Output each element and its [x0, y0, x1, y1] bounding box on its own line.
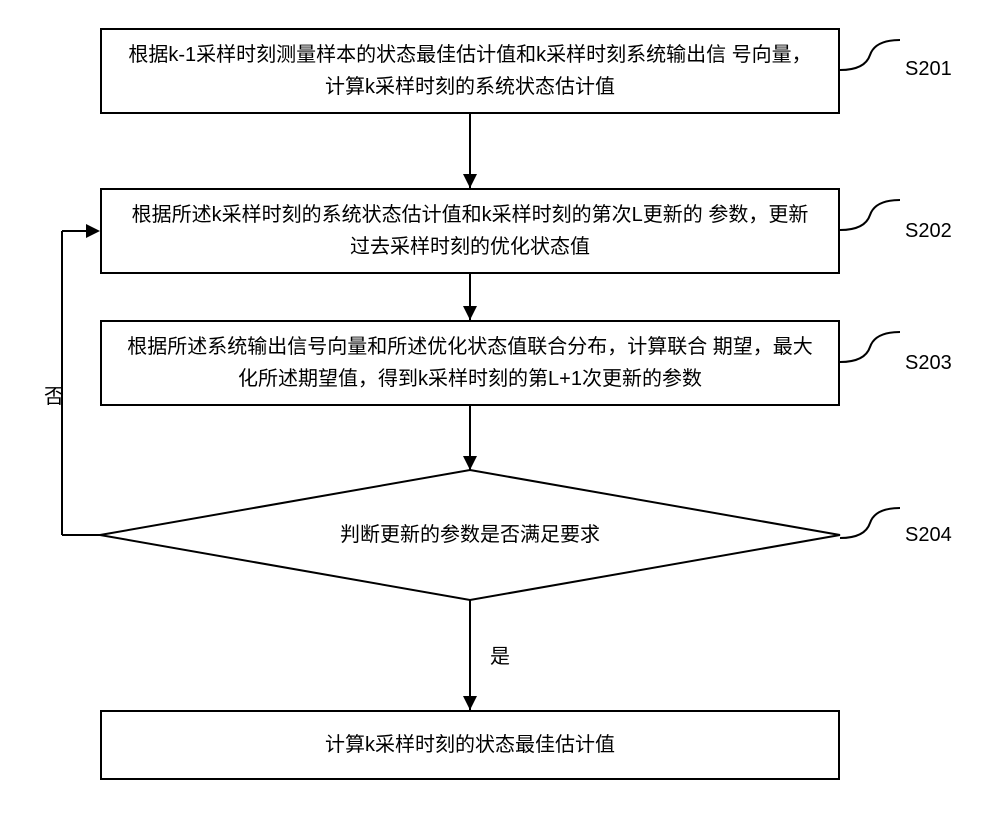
- step-s202-curve: [840, 200, 900, 240]
- loop-segment-2: [61, 231, 63, 535]
- flowchart-canvas: 根据k-1采样时刻测量样本的状态最佳估计值和k采样时刻系统输出信 号向量，计算k…: [0, 0, 1000, 825]
- step-s202-text: 根据所述k采样时刻的系统状态估计值和k采样时刻的第次L更新的 参数，更新过去采样…: [122, 199, 818, 263]
- final-text: 计算k采样时刻的状态最佳估计值: [325, 729, 615, 761]
- loop-segment-1: [62, 534, 100, 536]
- yes-label: 是: [490, 640, 510, 669]
- step-s203-text: 根据所述系统输出信号向量和所述优化状态值联合分布，计算联合 期望，最大化所述期望…: [122, 331, 818, 395]
- arrow-s202-s203: [463, 306, 477, 320]
- arrow-s201-s202: [463, 174, 477, 188]
- step-s202-label: S202: [905, 220, 952, 243]
- step-s204-curve: [840, 508, 900, 548]
- step-s204-label: S204: [905, 524, 952, 547]
- step-s204-text: 判断更新的参数是否满足要求: [340, 524, 600, 546]
- final-box: 计算k采样时刻的状态最佳估计值: [100, 710, 840, 780]
- step-s204-decision: 判断更新的参数是否满足要求: [100, 470, 840, 600]
- step-s201-text: 根据k-1采样时刻测量样本的状态最佳估计值和k采样时刻系统输出信 号向量，计算k…: [122, 39, 818, 103]
- step-s202-box: 根据所述k采样时刻的系统状态估计值和k采样时刻的第次L更新的 参数，更新过去采样…: [100, 188, 840, 274]
- arrow-s204-final: [463, 696, 477, 710]
- step-s201-curve: [840, 40, 900, 80]
- step-s203-curve: [840, 332, 900, 372]
- step-s203-box: 根据所述系统输出信号向量和所述优化状态值联合分布，计算联合 期望，最大化所述期望…: [100, 320, 840, 406]
- loop-segment-3: [62, 230, 86, 232]
- step-s201-box: 根据k-1采样时刻测量样本的状态最佳估计值和k采样时刻系统输出信 号向量，计算k…: [100, 28, 840, 114]
- edge-s204-final: [469, 600, 471, 710]
- step-s201-label: S201: [905, 58, 952, 81]
- loop-arrow: [86, 224, 100, 238]
- step-s203-label: S203: [905, 352, 952, 375]
- arrow-s203-s204: [463, 456, 477, 470]
